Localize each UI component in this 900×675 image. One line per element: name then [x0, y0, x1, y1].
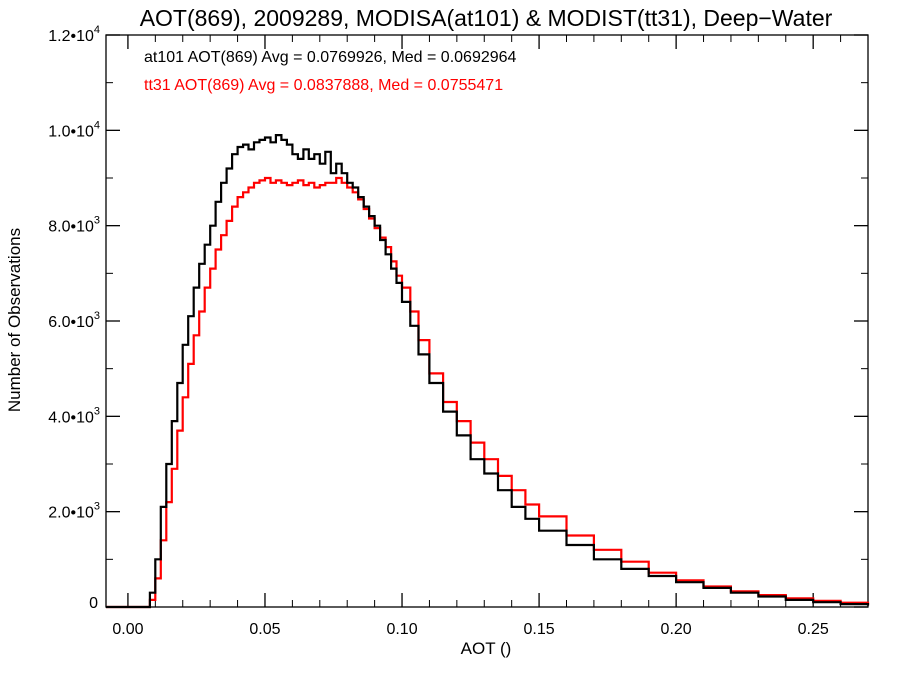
y-tick-mantissa: 2.0•10: [48, 505, 94, 522]
y-tick-mantissa: 8.0•10: [48, 219, 94, 236]
y-tick-mantissa: 1.0•10: [48, 123, 94, 140]
y-tick-label: 6.0•103: [48, 310, 100, 331]
x-tick-label: 0.25: [798, 621, 829, 638]
series-layer: [106, 134, 870, 609]
plot-frame: [105, 34, 869, 608]
y-axis: 02.0•1034.0•1036.0•1038.0•1031.0•1041.2•…: [48, 24, 868, 612]
x-axis-label: AOT (): [461, 639, 512, 658]
y-tick-mantissa: 0: [89, 595, 98, 612]
x-axis: 0.00 0.05 0.10 0.15 0.20 0.25: [112, 35, 842, 638]
x-tick-label: 0.00: [112, 621, 143, 638]
y-tick-label: 4.0•103: [48, 405, 100, 426]
y-tick-label: 1.0•104: [48, 119, 100, 140]
x-tick-label: 0.05: [249, 621, 280, 638]
annotation-at101: at101 AOT(869) Avg = 0.0769926, Med = 0.…: [144, 49, 517, 66]
y-tick-label: 2.0•103: [48, 501, 100, 522]
y-tick-exponent: 3: [94, 405, 100, 417]
y-tick-exponent: 3: [94, 501, 100, 513]
x-tick-label: 0.10: [386, 621, 417, 638]
series-at101-line: [106, 134, 870, 609]
y-tick-exponent: 3: [94, 215, 100, 227]
x-tick-label: 0.20: [661, 621, 692, 638]
y-tick-mantissa: 4.0•10: [48, 409, 94, 426]
y-tick-mantissa: 6.0•10: [48, 314, 94, 331]
y-tick-label: 8.0•103: [48, 215, 100, 236]
chart-title: AOT(869), 2009289, MODISA(at101) & MODIS…: [140, 5, 833, 31]
y-axis-label: Number of Observations: [5, 228, 24, 412]
x-tick-label: 0.15: [524, 621, 555, 638]
plot-border: [105, 34, 869, 608]
y-tick-exponent: 4: [94, 119, 100, 131]
y-tick-label: 1.2•104: [48, 24, 100, 45]
series-tt31-line: [106, 176, 870, 609]
annotation-tt31: tt31 AOT(869) Avg = 0.0837888, Med = 0.0…: [144, 77, 503, 94]
y-tick-exponent: 3: [94, 310, 100, 322]
y-tick-exponent: 4: [94, 24, 100, 36]
y-tick-mantissa: 1.2•10: [48, 28, 94, 45]
y-tick-label: 0: [89, 595, 98, 612]
legend: at101 AOT(869) Avg = 0.0769926, Med = 0.…: [144, 49, 517, 94]
